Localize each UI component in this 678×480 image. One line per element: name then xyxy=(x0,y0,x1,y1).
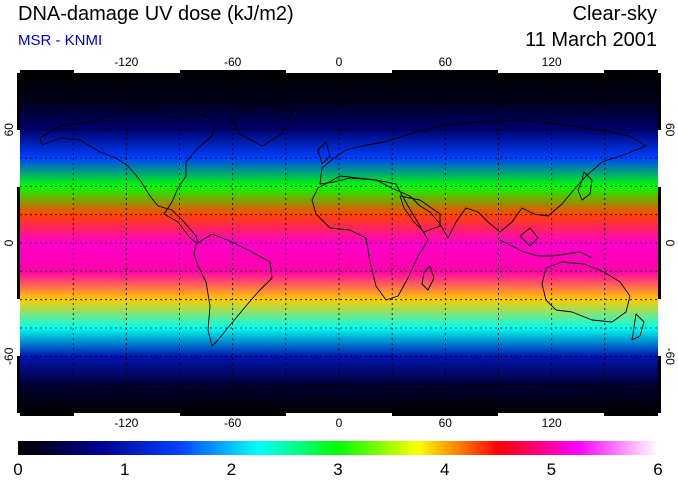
antarctica-outline xyxy=(20,383,658,397)
colorbar-label: 4 xyxy=(440,460,449,479)
colorbar-label: 3 xyxy=(333,460,342,479)
north-america-outline xyxy=(39,109,217,245)
map-title: DNA-damage UV dose (kJ/m2) xyxy=(18,3,294,25)
south-america-outline xyxy=(193,233,273,347)
lon-tick-top-label: 0 xyxy=(336,55,343,69)
uk-outline xyxy=(317,141,331,165)
lon-tick-bottom-label: 0 xyxy=(336,416,343,430)
lon-tick-top-label: 120 xyxy=(542,55,562,69)
lon-tick-bottom-label: 120 xyxy=(542,416,562,430)
lat-tick-left-label: 0 xyxy=(2,239,16,246)
japan-outline xyxy=(577,171,593,201)
colorbar-label: 6 xyxy=(653,460,662,479)
colorbar xyxy=(18,441,658,455)
graticule xyxy=(20,73,658,413)
continent-outlines xyxy=(20,103,658,397)
frame-ticks xyxy=(17,70,661,416)
lon-tick-bottom-label: -120 xyxy=(114,416,138,430)
arabia-outline xyxy=(399,195,441,233)
greenland-outline xyxy=(231,103,293,147)
lat-tick-right-label: -60 xyxy=(663,348,677,366)
colorbar-label: 5 xyxy=(547,460,556,479)
lat-tick-right-label: 0 xyxy=(663,240,677,247)
madagascar-outline xyxy=(421,265,435,291)
sky-condition: Clear-sky xyxy=(572,3,657,25)
colorbar-label: 2 xyxy=(227,460,236,479)
lat-tick-left-label: -60 xyxy=(2,347,16,365)
credit-label: MSR - KNMI xyxy=(18,32,103,49)
africa-outline xyxy=(311,175,429,301)
date-label: 11 March 2001 xyxy=(525,29,657,51)
australia-outline xyxy=(541,261,631,323)
colorbar-label: 0 xyxy=(13,460,22,479)
lon-tick-top-label: -60 xyxy=(224,55,242,69)
new-zealand-outline xyxy=(631,313,645,341)
lat-tick-right-label: 60 xyxy=(663,123,677,137)
eurasia-outline xyxy=(319,119,647,239)
colorbar-label: 1 xyxy=(120,460,129,479)
lon-tick-bottom-label: -60 xyxy=(224,416,242,430)
lat-tick-left-label: 60 xyxy=(2,123,16,137)
lon-tick-bottom-label: 60 xyxy=(439,416,453,430)
lon-tick-top-label: -120 xyxy=(114,55,138,69)
lon-tick-top-label: 60 xyxy=(439,55,453,69)
